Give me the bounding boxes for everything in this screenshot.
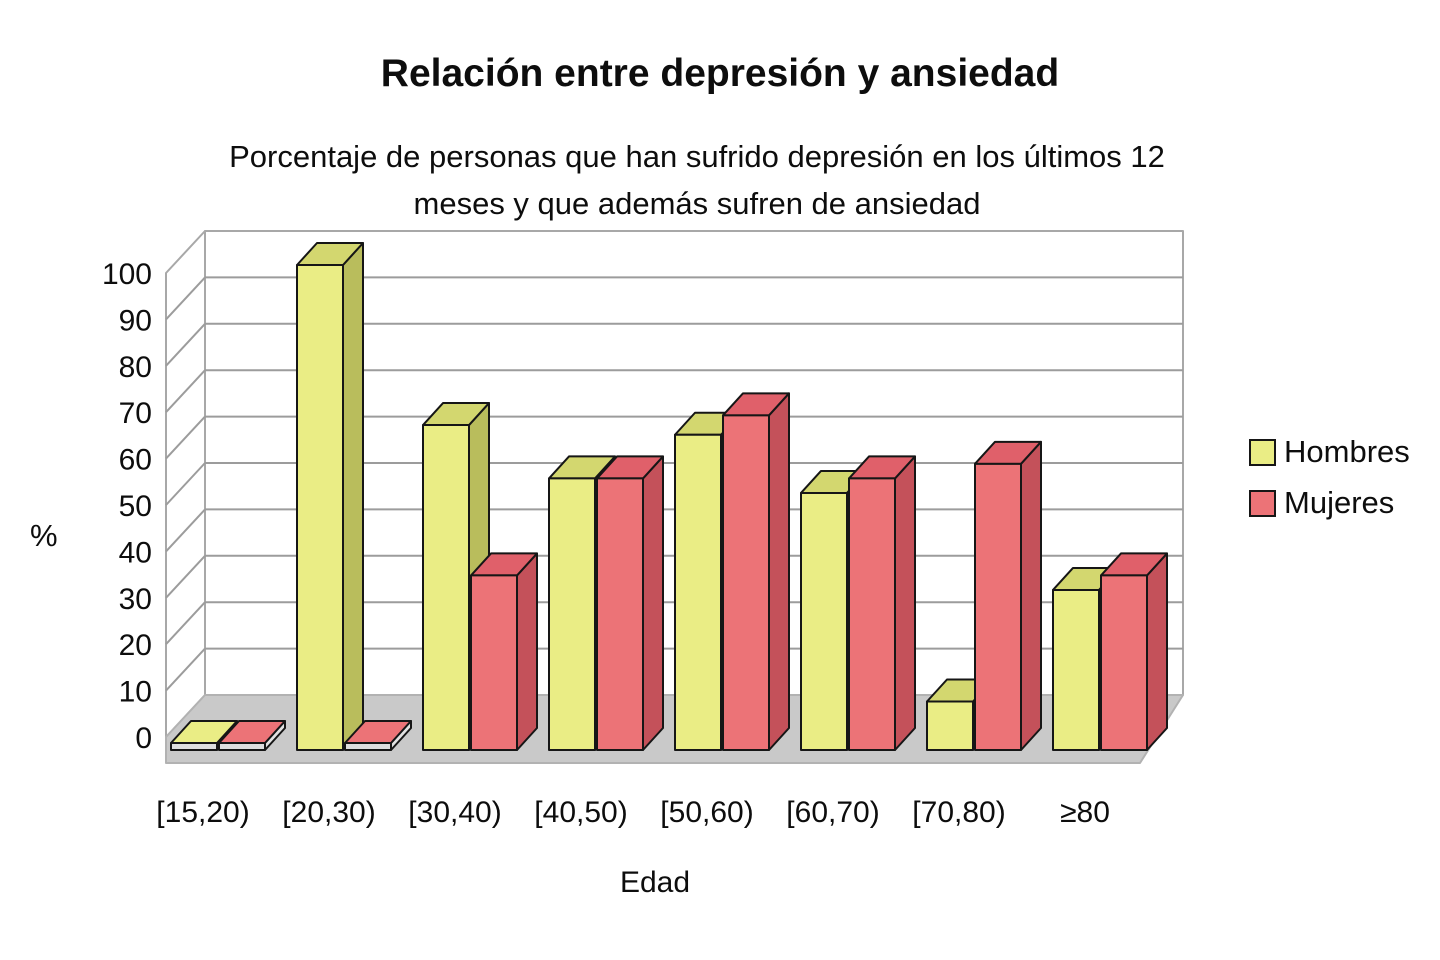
x-tick-label: [60,70) [786, 796, 879, 829]
bar-hombres-0-front [170, 742, 218, 751]
x-tick-label: [40,50) [534, 796, 627, 829]
y-tick-label: 80 [119, 351, 152, 384]
legend-swatch-hombres [1249, 439, 1276, 466]
gridline-left-wall [165, 276, 206, 321]
bar-mujeres-7-front [1100, 574, 1148, 751]
y-tick-label: 90 [119, 304, 152, 337]
y-axis-title: % [30, 518, 58, 553]
x-tick-label: [15,20) [156, 796, 249, 829]
gridline-left-wall [165, 647, 206, 692]
gridline-left-wall [165, 555, 206, 599]
y-tick-label: 100 [102, 258, 152, 291]
chart-subtitle-line-1: Porcentaje de personas que han sufrido d… [229, 139, 1165, 174]
bar-mujeres-3-front [596, 477, 644, 751]
y-tick-label: 10 [119, 676, 152, 709]
gridline-left-wall [165, 508, 206, 553]
gridline-left-wall [165, 323, 206, 367]
y-tick-label: 50 [119, 490, 152, 523]
y-tick-label: 60 [119, 444, 152, 477]
x-tick-label: [30,40) [408, 796, 501, 829]
y-tick-label: 20 [119, 629, 152, 662]
x-tick-label: [20,30) [282, 796, 375, 829]
bar-mujeres-4-front [722, 414, 770, 751]
bar-hombres-5-front [800, 491, 848, 751]
x-tick-label: [50,60) [660, 796, 753, 829]
bar-hombres-4-front [674, 433, 722, 751]
bar-hombres-2-front [422, 424, 470, 751]
x-tick-label: ≥80 [1060, 796, 1110, 829]
legend-swatch-mujeres [1249, 490, 1276, 517]
y-tick-label: 0 [135, 722, 152, 755]
bar-mujeres-7-side [1146, 552, 1168, 751]
chart-subtitle: Porcentaje de personas que han sufrido d… [122, 133, 1272, 227]
bar-hombres-1-front [296, 264, 344, 751]
legend-label-mujeres: Mujeres [1284, 485, 1394, 520]
bar-mujeres-6-front [974, 462, 1022, 751]
bar-mujeres-6-side [1020, 440, 1042, 751]
gridline-left-wall [165, 601, 206, 645]
bar-mujeres-4-side [768, 392, 790, 751]
chart-title: Relación entre depresión y ansiedad [380, 52, 1060, 95]
bar-mujeres-0-front [218, 742, 266, 751]
x-tick-label: [70,80) [912, 796, 1005, 829]
legend-label-hombres: Hombres [1284, 434, 1410, 469]
bar-mujeres-2-front [470, 574, 518, 751]
gridline-left-wall [165, 415, 206, 460]
bar-mujeres-3-side [642, 455, 664, 751]
x-axis-title: Edad [619, 866, 691, 899]
gridline-left-wall [165, 462, 206, 506]
bar-hombres-1-side [342, 242, 364, 751]
y-tick-label: 30 [119, 583, 152, 616]
bar-mujeres-2-side [516, 552, 538, 751]
y-tick-label: 70 [119, 397, 152, 430]
bar-hombres-6-front [926, 700, 974, 751]
gridline-left-wall [165, 369, 206, 413]
bar-mujeres-5-front [848, 477, 896, 751]
y-tick-label: 40 [119, 536, 152, 569]
bar-mujeres-1-front [344, 742, 392, 751]
bar-mujeres-5-side [894, 455, 916, 751]
bar-hombres-7-front [1052, 588, 1100, 751]
bar-hombres-3-front [548, 477, 596, 751]
chart-subtitle-line-2: meses y que además sufren de ansiedad [413, 186, 981, 221]
